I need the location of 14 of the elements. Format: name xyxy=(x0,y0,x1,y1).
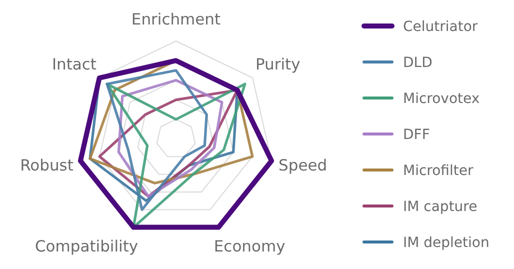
legend-label: IM depletion xyxy=(403,235,490,251)
spoke-label: Compatibility xyxy=(34,238,138,256)
spoke-label: Intact xyxy=(52,55,97,74)
legend-label: DFF xyxy=(403,127,430,143)
legend-label: Celutriator xyxy=(403,19,478,35)
spoke-label: Speed xyxy=(278,156,328,175)
spoke-label: Enrichment xyxy=(131,10,221,28)
legend-label: DLD xyxy=(403,55,432,71)
legend-label: IM capture xyxy=(403,199,478,215)
legend-label: Microvotex xyxy=(403,91,480,107)
legend-label: Microfilter xyxy=(403,163,474,179)
spoke-label: Robust xyxy=(20,156,74,175)
spoke-label: Purity xyxy=(255,55,300,74)
spoke-label: Economy xyxy=(214,238,286,256)
